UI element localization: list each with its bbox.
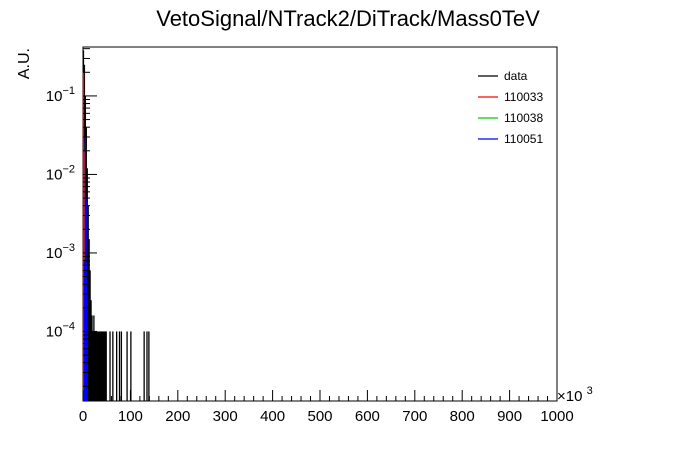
legend: data 110033 110038 110051: [478, 69, 543, 146]
y-tick-label: 10−1: [46, 85, 75, 105]
x-axis-multiplier-base: ×10: [557, 388, 582, 405]
plot-frame: [82, 46, 558, 402]
legend-label-110033: 110033: [504, 90, 543, 104]
x-tick-label: 200: [165, 408, 190, 425]
x-axis-multiplier-exponent: 3: [587, 385, 593, 397]
y-tick-exponent: −4: [62, 320, 75, 332]
y-axis-label: A.U.: [16, 48, 33, 79]
x-tick-label: 700: [402, 408, 427, 425]
legend-label-data: data: [504, 69, 528, 83]
x-tick-label: 600: [355, 408, 380, 425]
x-tick-label: 300: [213, 408, 238, 425]
x-tick-label: 500: [307, 408, 332, 425]
y-tick-label: 10−2: [46, 163, 75, 183]
x-tick-label: 400: [260, 408, 285, 425]
chart-title: VetoSignal/NTrack2/DiTrack/Mass0TeV: [156, 6, 540, 31]
x-tick-label: 800: [450, 408, 475, 425]
y-tick-base: 10: [46, 323, 63, 340]
y-tick-base: 10: [46, 88, 63, 105]
y-tick-label: 10−3: [46, 242, 75, 262]
x-axis-multiplier: ×10 3: [557, 385, 593, 405]
x-tick-label: 0: [79, 408, 87, 425]
legend-label-110051: 110051: [504, 132, 543, 146]
y-axis: 10−110−210−310−4: [46, 48, 97, 387]
x-tick-label: 900: [497, 408, 522, 425]
y-tick-base: 10: [46, 245, 63, 262]
x-tick-label: 100: [118, 408, 143, 425]
y-tick-label: 10−4: [46, 320, 75, 340]
y-tick-base: 10: [46, 166, 63, 183]
x-axis: 0 100 200 300 400 500 600 700 800 900 1000: [79, 390, 574, 425]
y-tick-exponent: −2: [62, 163, 75, 175]
legend-label-110038: 110038: [504, 111, 543, 125]
x-tick-label: 1000: [540, 408, 573, 425]
histogram-bars: [82, 50, 150, 401]
y-tick-exponent: −3: [62, 242, 75, 254]
y-tick-exponent: −1: [62, 85, 75, 97]
